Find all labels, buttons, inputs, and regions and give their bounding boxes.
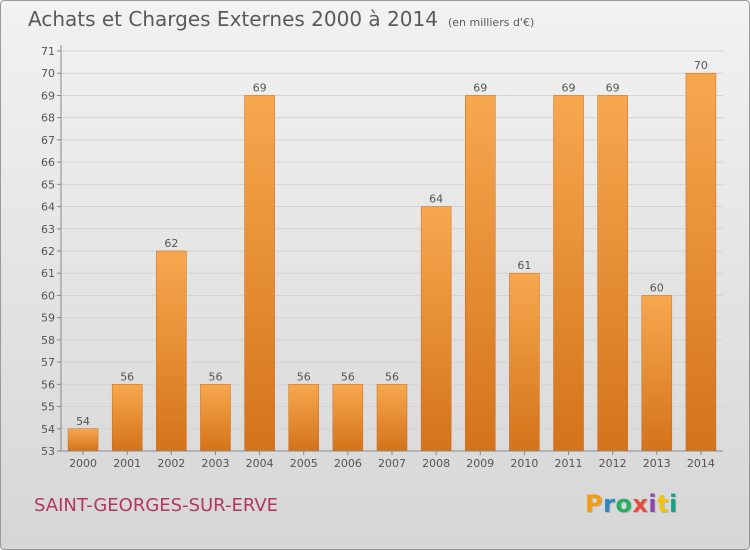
logo-letter: o [615, 490, 633, 518]
bar-2011 [553, 95, 584, 452]
logo-letter: i [669, 490, 678, 518]
y-tick-label: 60 [41, 289, 55, 302]
data-label-2010: 61 [517, 259, 531, 272]
x-tick-label-2012: 2012 [599, 457, 627, 470]
data-label-2014: 70 [694, 59, 708, 72]
label-layer: 54 56 62 56 69 56 56 56 64 69 61 69 69 60 70 [76, 59, 708, 428]
commune-name: SAINT-GEORGES-SUR-ERVE [34, 495, 279, 516]
data-label-2007: 56 [385, 370, 399, 383]
unit-note: (en milliers d'€) [447, 16, 535, 29]
y-tick-label: 68 [41, 112, 55, 125]
logo-letter: P [585, 490, 604, 518]
data-label-2009: 69 [473, 81, 487, 94]
bar-2008 [420, 206, 452, 452]
y-tick-label: 59 [41, 312, 55, 325]
y-tick-label: 53 [41, 445, 55, 458]
bar-2001 [111, 384, 143, 452]
y-tick-label: 54 [41, 423, 55, 436]
bar-2007 [376, 384, 408, 452]
bar-layer [67, 72, 717, 452]
data-label-2000: 54 [76, 415, 90, 428]
x-tick-label-2004: 2004 [246, 457, 274, 470]
y-tick-label: 69 [41, 89, 55, 102]
y-tick-label: 70 [41, 67, 55, 80]
bar-2010 [509, 272, 540, 452]
bar-2005 [288, 384, 319, 452]
x-tick-label-2005: 2005 [290, 457, 318, 470]
data-label-2003: 56 [208, 370, 222, 383]
x-tick-label-2014: 2014 [687, 457, 715, 470]
bar-2002 [156, 250, 187, 452]
y-tick-label: 66 [41, 156, 55, 169]
bar-2004 [244, 95, 275, 452]
chart-title-text: Achats et Charges Externes 2000 à 2014 [28, 7, 438, 31]
data-label-2013: 60 [650, 281, 664, 294]
y-tick-label: 71 [41, 45, 55, 58]
data-label-2004: 69 [253, 81, 267, 94]
y-tick-label: 58 [41, 334, 55, 347]
logo-letter: t [657, 490, 670, 518]
x-tick-label-2010: 2010 [510, 457, 538, 470]
bar-2003 [200, 384, 231, 452]
x-tick-label-2006: 2006 [334, 457, 362, 470]
y-tick-label: 62 [41, 245, 55, 258]
bar-2006 [332, 384, 364, 452]
y-tick-label: 63 [41, 223, 55, 236]
y-tick-label: 56 [41, 378, 55, 391]
y-tick-label: 55 [41, 401, 55, 414]
y-tick-label: 57 [41, 356, 55, 369]
y-tick-label: 67 [41, 134, 55, 147]
x-tick-label-2009: 2009 [466, 457, 494, 470]
data-label-2006: 56 [341, 370, 355, 383]
logo-letter: r [603, 490, 616, 518]
axis-layer: 53 54 55 56 57 58 59 60 61 62 63 64 65 66 67 68 69 70 71 20… [41, 45, 723, 470]
chart-title: Achats et Charges Externes 2000 à 2014 (e… [28, 7, 534, 31]
data-label-2008: 64 [429, 193, 443, 206]
bar-2009 [465, 95, 496, 452]
data-label-2005: 56 [297, 370, 311, 383]
x-tick-label-2002: 2002 [157, 457, 185, 470]
data-label-2012: 69 [606, 81, 620, 94]
x-tick-label-2001: 2001 [113, 457, 141, 470]
x-tick-label-2007: 2007 [378, 457, 406, 470]
bar-2014 [685, 72, 717, 452]
x-tick-label-2011: 2011 [555, 457, 583, 470]
data-label-2001: 56 [120, 370, 134, 383]
proxiti-logo[interactable]: Proxiti [585, 490, 678, 518]
y-tick-label: 61 [41, 267, 55, 280]
bar-2013 [641, 295, 673, 452]
y-tick-label: 64 [41, 201, 55, 214]
y-tick-label: 65 [41, 178, 55, 191]
logo-letter: x [632, 490, 649, 518]
x-tick-label-2000: 2000 [69, 457, 97, 470]
bar-2000 [67, 428, 99, 452]
bar-2012 [597, 95, 628, 452]
logo-letter: i [648, 490, 658, 518]
data-label-2011: 69 [562, 81, 576, 94]
data-label-2002: 62 [164, 237, 178, 250]
x-tick-label-2008: 2008 [422, 457, 450, 470]
x-tick-label-2013: 2013 [643, 457, 671, 470]
x-tick-label-2003: 2003 [201, 457, 229, 470]
